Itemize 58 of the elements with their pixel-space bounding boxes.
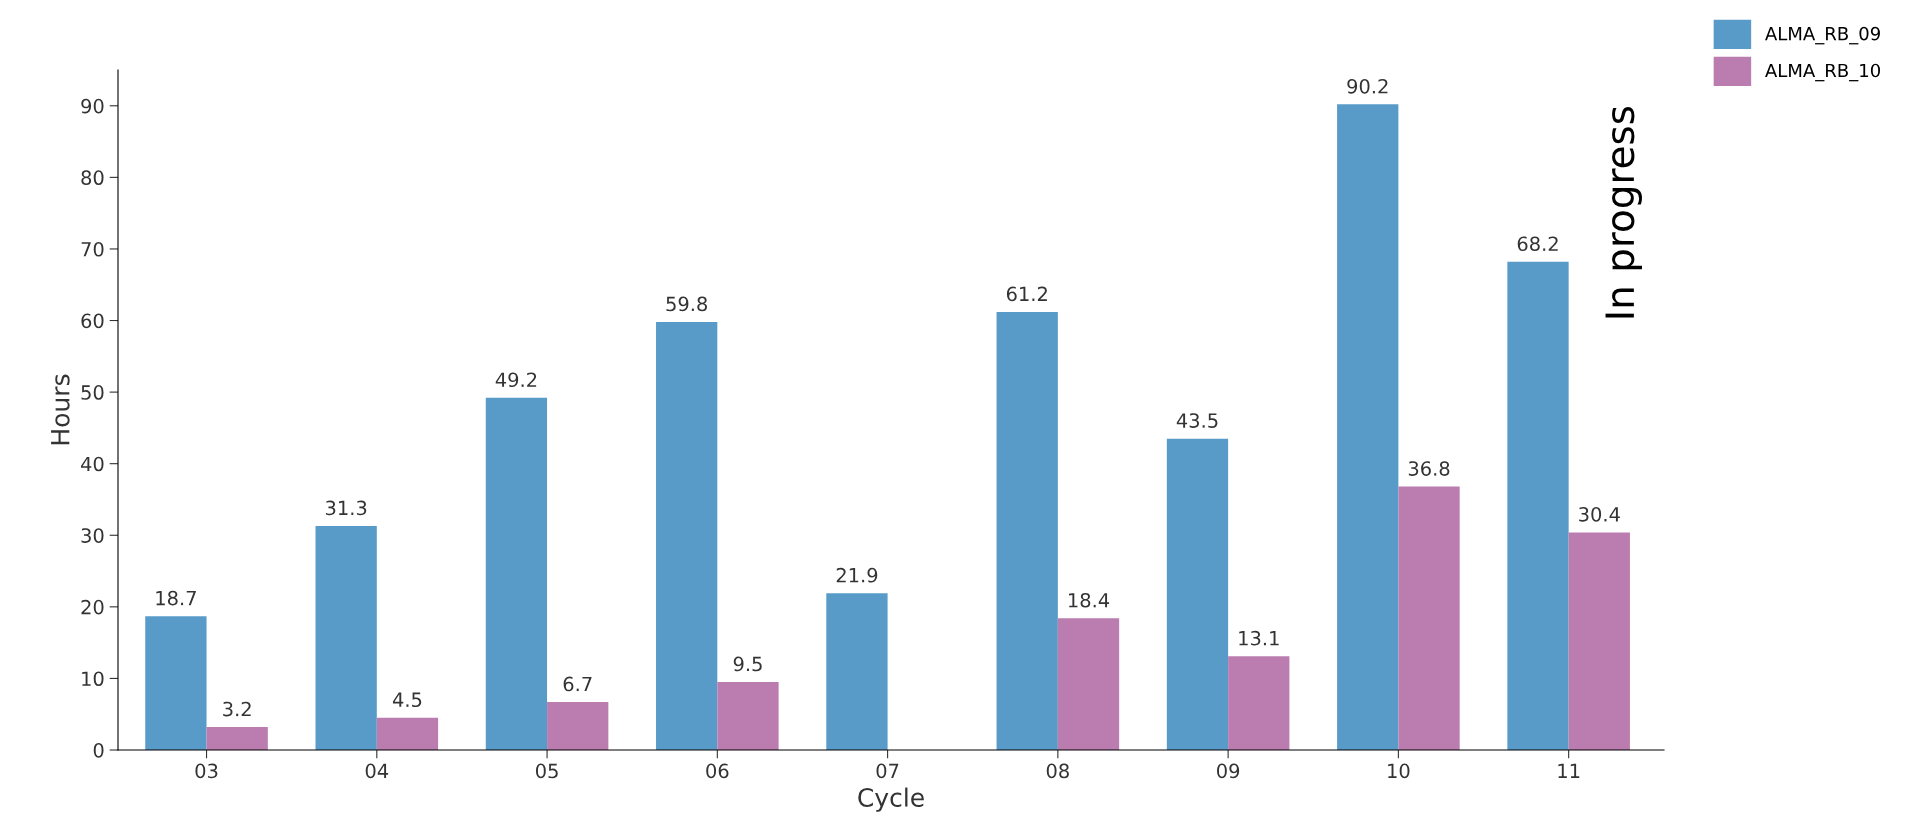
bar (1568, 532, 1630, 750)
y-tick-label: 50 (81, 385, 104, 400)
data-label: 13.1 (1239, 630, 1279, 646)
x-axis-title: Cycle (858, 787, 924, 812)
legend-label: ALMA_RB_10 (1765, 63, 1881, 82)
y-tick-label: 10 (82, 671, 104, 687)
data-label: 36.8 (1408, 461, 1450, 476)
bar (145, 616, 207, 750)
data-label: 18.4 (1069, 592, 1110, 608)
legend-label: ALMA_RB_09 (1765, 26, 1880, 45)
bar (485, 397, 548, 750)
y-axis-title: Hours (51, 374, 70, 445)
x-tick-label: 06 (706, 763, 729, 779)
x-tick-label: 03 (195, 763, 218, 779)
y-tick-label: 60 (81, 313, 104, 329)
bar (826, 593, 888, 750)
bar (1337, 104, 1399, 750)
data-label: 9.5 (733, 656, 762, 672)
data-label: 3.2 (223, 701, 251, 717)
y-tick-label: 90 (81, 98, 104, 114)
x-tick-label: 05 (535, 763, 558, 779)
data-label: 59.8 (666, 296, 707, 312)
data-label: 6.7 (563, 676, 592, 692)
data-label: 30.4 (1579, 506, 1620, 522)
bar (1057, 618, 1120, 750)
x-tick-label: 07 (876, 763, 899, 779)
data-label: 18.7 (156, 590, 196, 606)
x-tick-label: 08 (1046, 763, 1069, 779)
bar (206, 727, 268, 750)
x-tick-label: 09 (1217, 763, 1240, 779)
x-tick-label: 04 (365, 763, 389, 779)
bar (996, 311, 1058, 750)
data-label: 4.5 (392, 692, 422, 708)
y-tick-label: 30 (81, 528, 104, 543)
data-label: 61.2 (1006, 286, 1047, 302)
y-tick-label: 80 (81, 170, 104, 186)
x-tick-label: 11 (1558, 763, 1580, 778)
bar (1507, 261, 1569, 750)
bar (1398, 486, 1460, 750)
data-label: 49.2 (495, 372, 537, 388)
data-label: 31.3 (325, 500, 367, 516)
data-label: 90.2 (1347, 78, 1388, 94)
data-label: 43.5 (1176, 413, 1218, 428)
y-tick-label: 0 (93, 742, 104, 758)
bar (315, 525, 377, 750)
bar (547, 702, 609, 750)
x-tick-label: 10 (1388, 763, 1410, 779)
data-label: 21.9 (836, 567, 878, 583)
data-label: 68.2 (1517, 236, 1558, 252)
y-tick-label: 70 (81, 241, 104, 257)
annotation: In progress (1605, 106, 1642, 318)
bar (656, 321, 718, 750)
y-tick-label: 40 (81, 456, 104, 472)
bar (1166, 438, 1229, 750)
bar (376, 717, 439, 750)
y-tick-label: 20 (81, 599, 104, 615)
bar (1228, 656, 1290, 750)
bar (717, 682, 779, 750)
